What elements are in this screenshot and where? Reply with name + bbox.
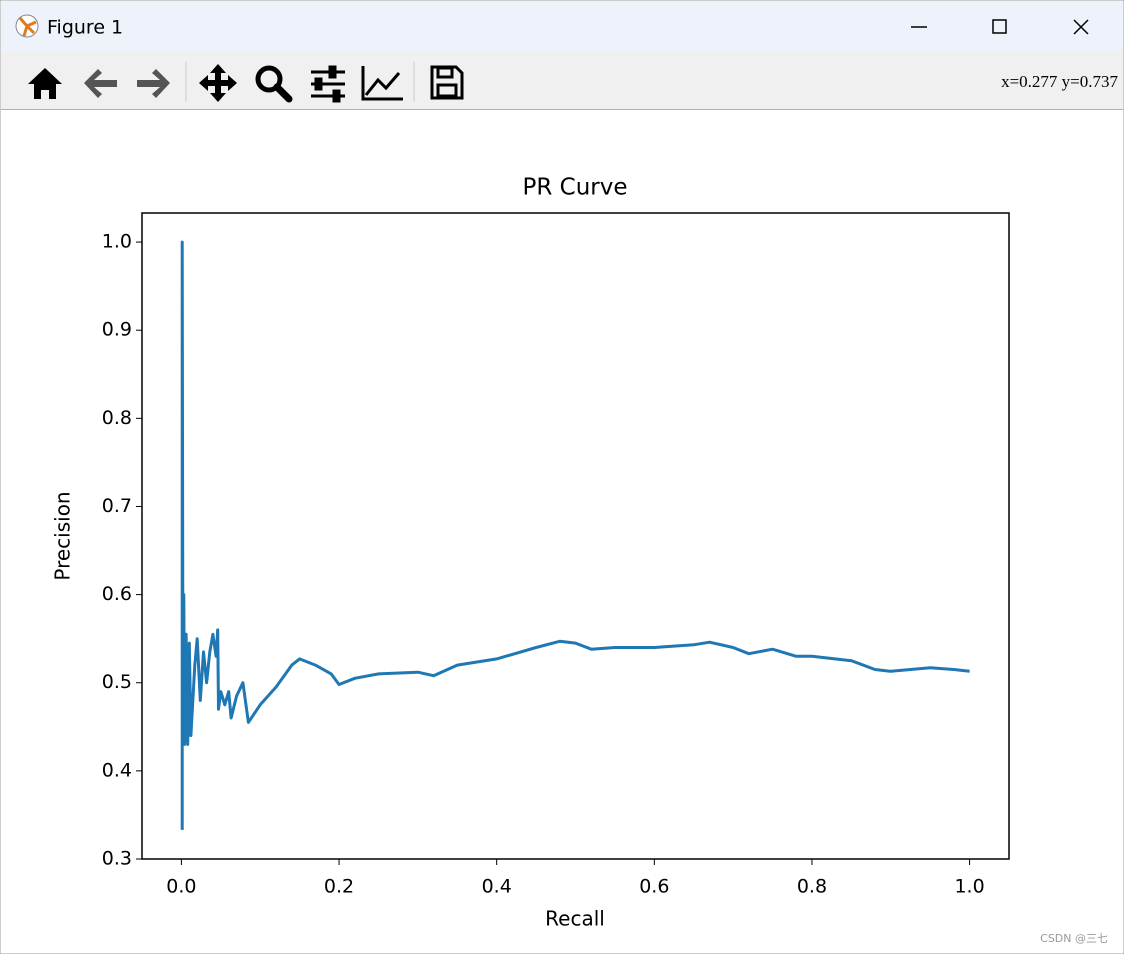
- x-tick-label: 0.6: [639, 876, 669, 898]
- y-tick-label: 0.4: [102, 759, 132, 781]
- y-tick-label: 0.7: [102, 495, 132, 517]
- y-tick-label: 0.5: [102, 671, 132, 693]
- y-tick-label: 0.3: [102, 848, 132, 870]
- cursor-coordinates: x=0.277 y=0.737: [1001, 72, 1118, 91]
- zoom-button[interactable]: [255, 65, 293, 103]
- y-tick-label: 0.9: [102, 319, 132, 341]
- plot-area: PR Curve Recall Precision 0.0 0.2 0.4 0.6 0.…: [51, 175, 1010, 931]
- y-axis-label: Precision: [51, 491, 75, 580]
- save-button[interactable]: [430, 65, 464, 100]
- y-tick-label: 0.6: [102, 583, 132, 605]
- x-tick-label: 0.8: [797, 876, 827, 898]
- pan-button[interactable]: [199, 64, 237, 102]
- pr-curve: [180, 240, 970, 830]
- window-title: Figure 1: [47, 17, 123, 39]
- x-tick-label: 0.0: [166, 876, 196, 898]
- x-tick-label: 0.4: [482, 876, 512, 898]
- back-button[interactable]: [84, 69, 117, 98]
- x-tick-label: 1.0: [954, 876, 984, 898]
- app-icon: [15, 14, 39, 38]
- chart-title: PR Curve: [522, 175, 627, 201]
- forward-button[interactable]: [137, 69, 170, 98]
- y-tick-label: 1.0: [102, 231, 132, 253]
- toolbar: [1, 52, 1123, 109]
- y-tick-label: 0.8: [102, 407, 132, 429]
- edit-axis-button[interactable]: [361, 66, 403, 101]
- home-button[interactable]: [28, 68, 62, 99]
- axes-frame: [141, 212, 1010, 860]
- configure-button[interactable]: [311, 65, 345, 103]
- title-bar: [1, 1, 1123, 52]
- watermark: CSDN @三七: [1040, 932, 1108, 945]
- maximize-button[interactable]: [992, 19, 1007, 34]
- x-tick-label: 0.2: [324, 876, 354, 898]
- close-button[interactable]: [1073, 19, 1089, 35]
- x-axis-label: Recall: [545, 907, 605, 931]
